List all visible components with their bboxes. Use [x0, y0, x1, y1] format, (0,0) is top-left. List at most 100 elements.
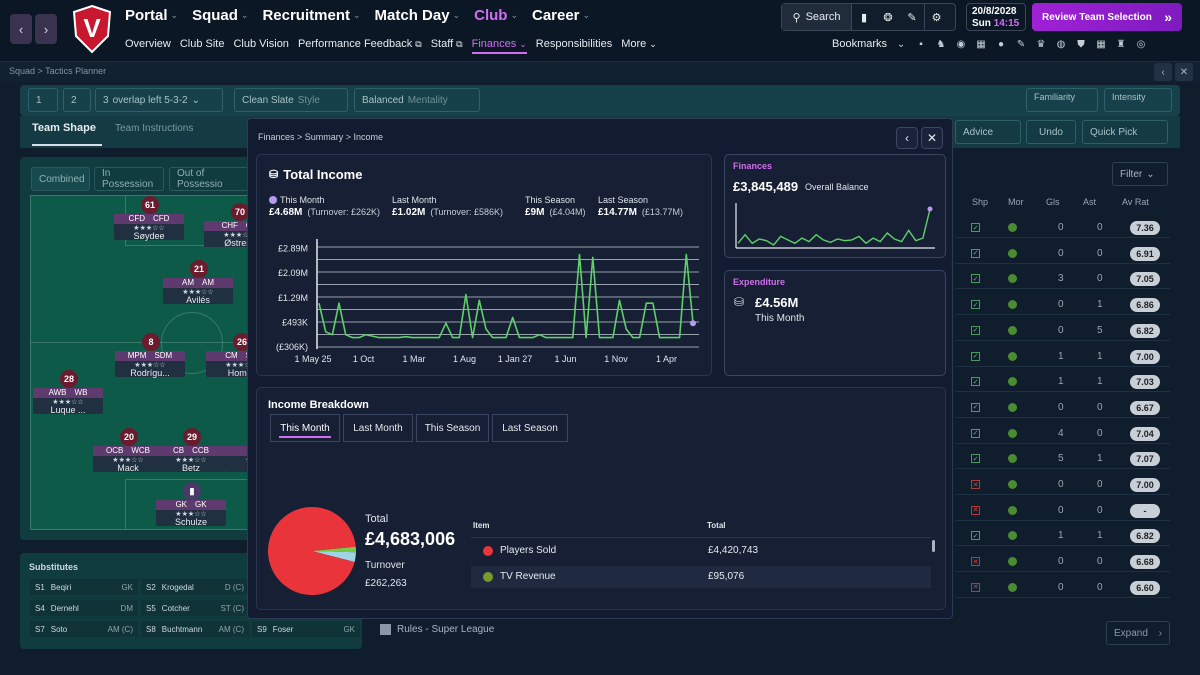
tactic-slot-2[interactable]: 2: [63, 88, 91, 112]
settings-icon[interactable]: ◎: [1136, 38, 1146, 50]
breadcrumb: Squad > Tactics Planner: [0, 62, 1200, 82]
total-column-header[interactable]: Total: [707, 521, 726, 530]
column-header[interactable]: Av Rat: [1122, 197, 1149, 207]
advice-button[interactable]: Advice: [955, 120, 1021, 144]
tactics-icon[interactable]: ♞: [936, 38, 946, 50]
breakdown-tab-0[interactable]: This Month: [270, 414, 340, 442]
popup-breadcrumb[interactable]: Finances > Summary > Income: [258, 132, 384, 142]
nav-match-day[interactable]: Match Day ⌄: [375, 7, 461, 24]
column-header[interactable]: Shp: [972, 197, 989, 207]
nav-squad[interactable]: Squad ⌄: [192, 7, 248, 24]
nav-recruitment[interactable]: Recruitment ⌄: [262, 7, 360, 24]
mentality-select[interactable]: Balanced Mentality: [354, 88, 480, 112]
pie-slice-players-sold[interactable]: [267, 506, 356, 595]
item-column-header[interactable]: Item: [473, 521, 490, 530]
position-labels: AM AM: [163, 278, 233, 288]
player-card[interactable]: 29 CB CCB ★★★☆☆ Betz: [156, 428, 226, 473]
finances-panel[interactable]: Finances £3,845,489 Overall Balance: [724, 154, 946, 258]
calendar-icon[interactable]: ▦: [976, 38, 986, 50]
pie-slice-other[interactable]: [312, 551, 356, 562]
formation-select[interactable]: 3 overlap left 5-3-2 ⌄: [95, 88, 223, 112]
chat-icon[interactable]: ▪: [919, 38, 923, 50]
player-card[interactable]: 21 AM AM ★★★☆☆ Avilés: [163, 260, 233, 305]
undo-button[interactable]: Undo: [1026, 120, 1076, 144]
substitute-row[interactable]: S2 Krogedal D (C): [141, 579, 249, 595]
globe-icon[interactable]: ●: [998, 38, 1005, 50]
shirt-icon[interactable]: ♜: [1116, 38, 1126, 50]
substitute-row[interactable]: S7 Soto AM (C): [30, 621, 138, 637]
scout-icon[interactable]: ◍: [1056, 38, 1066, 50]
view-tab-2[interactable]: Out of Possessio: [169, 167, 249, 191]
rules-link[interactable]: Rules - Super League: [380, 624, 494, 635]
substitute-row[interactable]: S5 Cotcher ST (C): [141, 600, 249, 616]
expenditure-panel[interactable]: Expenditure ⛁ £4.56M This Month: [724, 270, 946, 376]
income-line-chart[interactable]: £2.89M £2.09M £1.29M £493K (£306K) 1 May 25 1 …: [257, 225, 713, 375]
player-card[interactable]: 20 OCB WCB ★★★☆☆ Mack: [93, 428, 163, 473]
subnav-club-vision[interactable]: Club Vision: [233, 38, 288, 54]
role-label: CM: [225, 351, 238, 360]
quick-pick-button[interactable]: Quick Pick: [1082, 120, 1168, 144]
bookmark-icon[interactable]: ▮: [860, 11, 868, 24]
breakdown-row[interactable]: Players Sold £4,420,743: [471, 540, 931, 562]
game-date[interactable]: 20/8/2028 Sun 14:15: [966, 3, 1026, 31]
nav-portal[interactable]: Portal ⌄: [125, 7, 178, 24]
substitute-row[interactable]: S9 Foser GK: [252, 621, 360, 637]
search-button[interactable]: ⚲ Search: [782, 4, 852, 30]
column-header[interactable]: Mor: [1008, 197, 1024, 207]
view-tab-0[interactable]: Combined: [31, 167, 90, 191]
pie-slice-tv-revenue[interactable]: [312, 546, 356, 553]
player-card[interactable]: ▮ GK GK ★★★☆☆ Schulze: [156, 482, 226, 527]
chevron-down-icon[interactable]: ⌄: [896, 38, 906, 50]
substitute-row[interactable]: S4 Dernehl DM: [30, 600, 138, 616]
tab-team-shape[interactable]: Team Shape: [32, 122, 96, 134]
table-scrollbar[interactable]: [932, 540, 935, 552]
breakdown-row[interactable]: TV Revenue £95,076: [471, 566, 931, 588]
expand-button[interactable]: Expand ›: [1106, 621, 1170, 645]
training-icon[interactable]: ✎: [1016, 38, 1026, 50]
substitute-row[interactable]: S1 Beqiri GK: [30, 579, 138, 595]
nav-career[interactable]: Career ⌄: [532, 7, 590, 24]
filter-button[interactable]: Filter ⌄: [1112, 162, 1168, 186]
goals-value: 0: [1058, 299, 1064, 311]
column-header[interactable]: Gls: [1046, 197, 1060, 207]
subnav-responsibilities[interactable]: Responsibilities: [536, 38, 612, 54]
balance-label: Overall Balance: [805, 182, 869, 192]
view-tab-1[interactable]: In Possession: [94, 167, 164, 191]
bookmarks-label[interactable]: Bookmarks: [832, 38, 888, 50]
collapse-left-button[interactable]: ‹: [1154, 63, 1172, 81]
edit-icon[interactable]: ✎: [907, 11, 917, 24]
gear-icon[interactable]: ⚙: [924, 4, 948, 30]
club-logo[interactable]: V: [70, 4, 114, 54]
player-card[interactable]: 61 CFD CFD ★★★☆☆ Søydee: [114, 196, 184, 241]
income-pie-chart[interactable]: [267, 506, 357, 596]
tactic-slot-1[interactable]: 1: [28, 88, 58, 112]
player-card[interactable]: 28 AWB WB ★★★☆☆ Luque ...: [33, 370, 103, 415]
popup-back-button[interactable]: ‹: [896, 127, 918, 149]
browser-icon[interactable]: ❂: [883, 11, 893, 24]
player-card[interactable]: 8 MPM SDM ★★★☆☆ Rodrígu...: [115, 333, 185, 378]
substitute-row[interactable]: S8 Buchtmann AM (C): [141, 621, 249, 637]
column-header[interactable]: Ast: [1083, 197, 1097, 207]
subnav-staff[interactable]: Staff ⧉: [431, 38, 463, 54]
breakdown-tab-1[interactable]: Last Month: [343, 414, 413, 442]
tab-team-instructions[interactable]: Team Instructions: [115, 123, 194, 134]
style-select[interactable]: Clean Slate Style: [234, 88, 348, 112]
subnav-more[interactable]: More ⌄: [621, 38, 657, 54]
breakdown-tab-3[interactable]: Last Season: [492, 414, 568, 442]
close-panel-button[interactable]: ✕: [1175, 63, 1193, 81]
coins-icon[interactable]: ◉: [956, 38, 966, 50]
shield-icon[interactable]: ⛊: [1077, 38, 1085, 50]
forward-button[interactable]: ›: [35, 14, 57, 44]
x-tick-label: 1 May 25: [294, 354, 331, 364]
subnav-finances[interactable]: Finances ⌄: [471, 38, 527, 54]
breakdown-tab-2[interactable]: This Season: [416, 414, 489, 442]
subnav-performance-feedback[interactable]: Performance Feedback ⧉: [298, 38, 422, 54]
back-button[interactable]: ‹: [10, 14, 32, 44]
trophy-icon[interactable]: ♛: [1036, 38, 1046, 50]
grid-icon[interactable]: ▦: [1096, 38, 1106, 50]
nav-club[interactable]: Club ⌄: [474, 7, 518, 24]
review-team-selection-button[interactable]: Review Team Selection »: [1032, 3, 1182, 31]
subnav-club-site[interactable]: Club Site: [180, 38, 225, 54]
subnav-overview[interactable]: Overview: [125, 38, 171, 54]
popup-close-button[interactable]: ✕: [921, 127, 943, 149]
